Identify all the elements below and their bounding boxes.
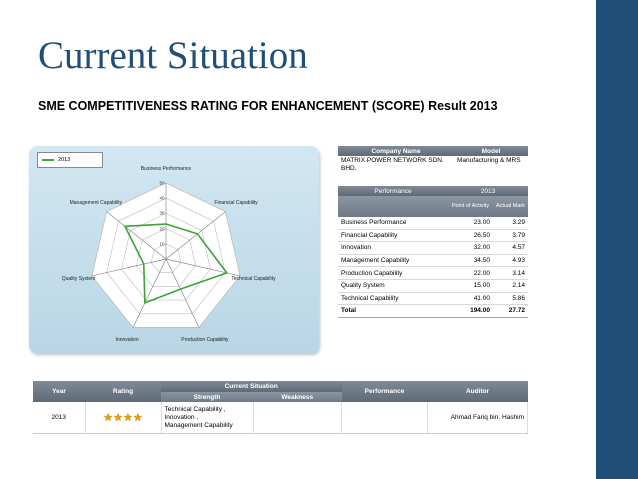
slide-subtitle: SME COMPETITIVENESS RATING FOR ENHANCEME…: [38, 99, 498, 113]
slide-sidebar-bar: [596, 0, 638, 479]
performance-total-row: Total 194.00 27.72: [338, 304, 528, 318]
radar-spoke: [106, 211, 167, 260]
actual-mark-cell: 3.79: [492, 229, 528, 243]
radar-axis-label: Technical Capability: [231, 275, 276, 282]
auditor-cell: Ahmad Fariq bin. Hashim: [427, 402, 528, 434]
performance-row: Innovation 32.00 4.57: [338, 241, 528, 255]
total-point-cell: 194.00: [448, 304, 493, 318]
year-header: 2013: [448, 186, 528, 196]
performance-name-cell: Business Performance: [338, 217, 448, 230]
point-of-activity-cell: 15.00: [448, 279, 493, 293]
radar-spoke: [132, 258, 167, 328]
performance-table-body: Business Performance 23.00 3.29 Financial C…: [338, 217, 528, 318]
actual-mark-header: Actual Mark: [492, 196, 528, 217]
summary-strength-header: Strength: [161, 392, 253, 402]
performance-row: Technical Capability 41.00 5.86: [338, 292, 528, 306]
point-of-activity-header: Point of Activity: [448, 196, 493, 217]
performance-header: Performance: [338, 186, 448, 196]
performance-name-cell: Financial Capability: [338, 229, 448, 243]
star-icon: ★: [132, 411, 143, 424]
strength-item: Innovation ,: [164, 413, 199, 421]
weakness-cell: [253, 402, 342, 434]
radar-grid-ring: [136, 228, 196, 287]
company-name-cell: MATRIX POWER NETWORK SDN. BHD.: [341, 157, 444, 172]
model-header: Model: [454, 146, 528, 156]
summary-weakness-header: Weakness: [253, 392, 342, 402]
summary-row: 2013 ★★★★ Technical Capability , Innovat…: [33, 402, 528, 434]
performance-name-cell: Quality System: [338, 279, 448, 293]
performance-row: Production Capability 22.00 3.14: [338, 266, 528, 280]
chart-legend: 2013: [37, 152, 103, 168]
performance-name-cell: Innovation: [338, 241, 448, 255]
summary-performance-header: Performance: [341, 381, 428, 402]
actual-mark-cell: 4.93: [492, 254, 528, 268]
performance-row: Business Performance 23.00 3.29: [338, 217, 528, 230]
radar-axis-label: Business Performance: [140, 166, 192, 173]
star-icon: ★: [113, 411, 123, 424]
strength-item: Technical Capability ,: [164, 405, 226, 413]
performance-table: Performance 2013 Point of Activity Actua…: [338, 186, 528, 318]
actual-mark-cell: 3.14: [492, 266, 528, 280]
summary-current-situation-header: Current Situation: [161, 381, 342, 392]
rating-stars: ★★★★: [85, 402, 162, 434]
performance-name-cell: Technical Capability: [338, 292, 448, 306]
legend-swatch: [42, 159, 54, 161]
company-name-header: Company Name: [338, 146, 454, 156]
actual-mark-cell: 3.29: [492, 217, 528, 230]
performance-cell: [341, 402, 428, 434]
point-of-activity-cell: 26.50: [448, 229, 493, 243]
radar-spoke: [91, 258, 167, 277]
total-mark-cell: 27.72: [492, 304, 528, 318]
radar-axis-label: Innovation: [115, 336, 139, 343]
radar-tick-label: 20: [159, 226, 165, 232]
model-cell: Manufacturing & MRS: [457, 157, 521, 164]
point-of-activity-cell: 41.00: [448, 292, 493, 306]
radar-grid-ring: [91, 182, 241, 328]
strength-item: Management Capability: [164, 421, 233, 429]
total-label-cell: Total: [338, 304, 448, 318]
point-of-activity-cell: 22.00: [448, 266, 493, 280]
point-of-activity-cell: 34.50: [448, 254, 493, 268]
point-of-activity-cell: 32.00: [448, 241, 493, 255]
performance-name-cell: Management Capability: [338, 254, 448, 268]
radar-series-line: [123, 223, 229, 304]
summary-year-header: Year: [33, 381, 85, 402]
star-icon: ★: [123, 411, 133, 424]
radar-tick-label: 40: [159, 195, 165, 201]
summary-year-cell: 2013: [33, 402, 86, 434]
performance-name-cell: Production Capability: [338, 266, 448, 280]
radar-tick-label: 50: [159, 180, 165, 186]
actual-mark-cell: 4.57: [492, 241, 528, 255]
radar-tick-label: 30: [159, 210, 165, 216]
radar-grid-ring: [121, 213, 211, 301]
radar-grid-ring: [106, 197, 226, 315]
summary-table: Year Rating Current Situation Performanc…: [33, 381, 528, 434]
actual-mark-cell: 5.86: [492, 292, 528, 306]
radar-spoke: [165, 211, 226, 260]
performance-row: Management Capability 34.50 4.93: [338, 254, 528, 268]
company-table: Company Name Model MATRIX POWER NETWORK …: [338, 146, 528, 174]
radar-axis-label: Financial Capability: [214, 200, 258, 207]
radar-axis-label: Quality System: [61, 275, 96, 282]
actual-mark-cell: 2.14: [492, 279, 528, 293]
radar-chart-panel: 2013 Business Performance Financial Capab…: [29, 146, 319, 353]
strength-cell: Technical Capability , Innovation , Mana…: [161, 402, 254, 434]
radar-spoke: [165, 258, 200, 328]
slide-title: Current Situation: [38, 34, 308, 77]
summary-auditor-header: Auditor: [427, 381, 528, 402]
performance-row: Financial Capability 26.50 3.79: [338, 229, 528, 243]
radar-axis-label: Production Capability: [181, 336, 229, 343]
performance-row: Quality System 15.00 2.14: [338, 279, 528, 293]
point-of-activity-cell: 23.00: [448, 217, 493, 230]
legend-label: 2013: [58, 157, 71, 163]
radar-chart: [91, 182, 241, 328]
radar-axis-label: Management Capability: [69, 200, 123, 207]
performance-subheader-blank: [338, 196, 448, 217]
radar-tick-label: 10: [159, 241, 165, 247]
radar-grid-ring: [150, 243, 182, 273]
summary-rating-header: Rating: [85, 381, 161, 402]
star-icon: ★: [103, 411, 114, 424]
